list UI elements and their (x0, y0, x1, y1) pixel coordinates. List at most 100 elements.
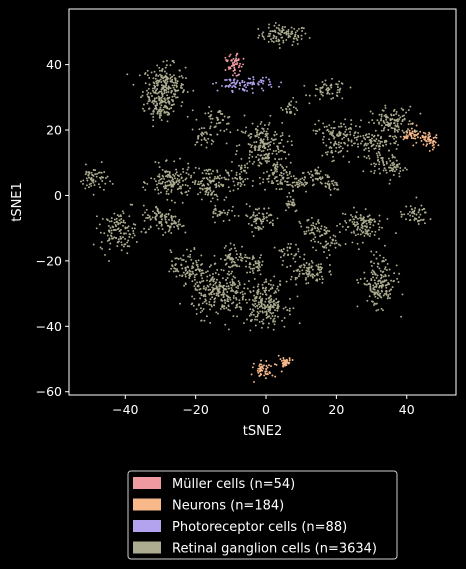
data-point (246, 82, 249, 85)
data-point (273, 163, 276, 166)
data-point (226, 298, 229, 301)
data-point (373, 234, 376, 236)
data-point (142, 103, 145, 106)
data-point (181, 201, 184, 204)
data-point (235, 57, 238, 60)
data-point (380, 113, 383, 116)
data-point (165, 213, 168, 216)
data-point (239, 62, 242, 65)
data-point (305, 269, 308, 272)
data-point (310, 265, 313, 268)
data-point (216, 89, 219, 92)
data-point (331, 151, 334, 154)
data-point (292, 106, 295, 109)
data-point (152, 119, 155, 122)
data-point (365, 283, 368, 286)
data-point (311, 228, 314, 231)
data-point (100, 175, 103, 178)
data-point (256, 125, 259, 128)
data-point (266, 142, 269, 145)
data-point (122, 221, 125, 224)
data-point (278, 283, 281, 286)
data-point (152, 109, 155, 112)
data-point (268, 32, 270, 35)
data-point (181, 184, 184, 186)
data-point (216, 213, 219, 216)
data-point (296, 181, 299, 184)
data-point (278, 85, 280, 88)
data-point (320, 225, 323, 228)
data-point (270, 312, 273, 315)
data-point (252, 235, 255, 237)
data-point (177, 220, 180, 223)
data-point (172, 222, 175, 225)
data-point (262, 128, 265, 130)
data-point (410, 127, 413, 130)
data-point (287, 29, 290, 31)
data-point (211, 290, 214, 293)
data-point (253, 220, 255, 223)
data-point (192, 304, 195, 307)
data-point (280, 139, 283, 141)
data-point (255, 227, 257, 230)
data-point (100, 171, 103, 174)
data-point (370, 142, 373, 145)
data-point (275, 187, 278, 190)
data-point (213, 293, 216, 295)
data-point (377, 282, 380, 285)
data-point (431, 140, 434, 143)
data-point (210, 110, 213, 113)
data-point (207, 112, 210, 115)
data-point (261, 76, 264, 79)
data-point (394, 124, 397, 127)
data-point (363, 149, 366, 151)
data-point (198, 270, 201, 273)
data-point (252, 299, 254, 302)
data-point (314, 236, 317, 239)
data-point (257, 28, 260, 30)
data-point (354, 216, 357, 219)
data-point (315, 87, 318, 90)
data-point (391, 135, 394, 138)
data-point (280, 359, 283, 362)
data-point (352, 218, 355, 221)
data-point (254, 324, 257, 327)
data-point (150, 71, 153, 74)
data-point (403, 135, 405, 138)
data-point (251, 269, 254, 272)
cluster (301, 166, 331, 187)
data-point (359, 142, 362, 145)
data-point (205, 146, 208, 149)
data-point (209, 125, 212, 128)
data-point (227, 186, 230, 189)
data-point (330, 149, 333, 152)
data-point (296, 276, 299, 279)
data-point (341, 225, 344, 228)
data-point (232, 189, 235, 192)
data-point (308, 102, 311, 105)
data-point (88, 176, 90, 179)
data-point (213, 254, 216, 257)
data-point (307, 282, 310, 284)
data-point (159, 108, 162, 111)
data-point (170, 90, 173, 93)
data-point (250, 151, 253, 154)
data-point (203, 169, 206, 172)
data-point (300, 34, 303, 37)
data-point (153, 177, 156, 180)
data-point (272, 311, 275, 314)
data-point (330, 134, 333, 136)
data-point (188, 269, 191, 272)
data-point (296, 269, 299, 272)
data-point (234, 283, 237, 286)
data-point (401, 120, 404, 123)
data-point (280, 157, 283, 160)
data-point (287, 253, 290, 256)
data-point (238, 283, 241, 286)
data-point (211, 276, 214, 279)
data-point (255, 296, 258, 299)
data-point (291, 30, 294, 33)
data-point (212, 190, 215, 193)
data-point (271, 287, 274, 290)
data-point (204, 131, 207, 134)
